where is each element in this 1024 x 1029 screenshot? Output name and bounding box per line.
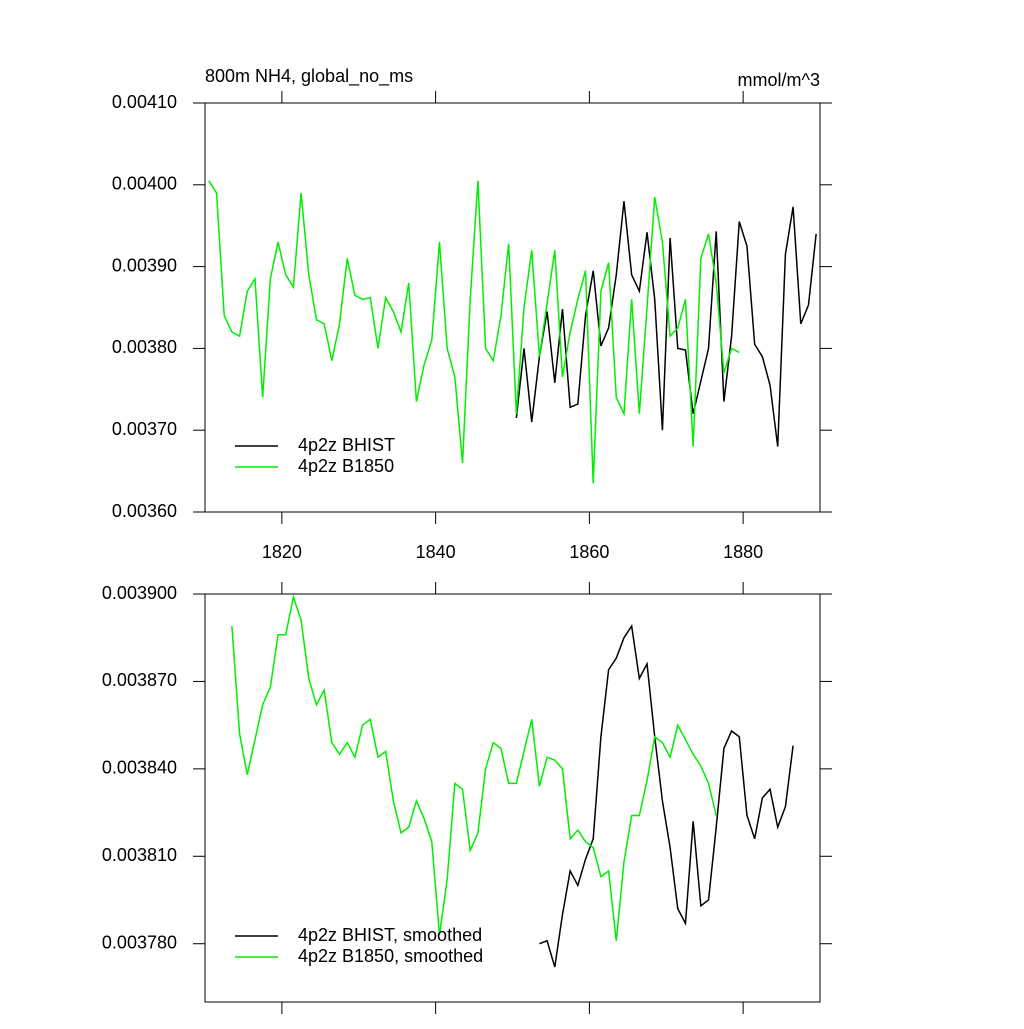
- legend-label: 4p2z BHIST, smoothed: [298, 925, 482, 945]
- x-tick-label: 1820: [262, 542, 302, 562]
- data-line: [515, 201, 817, 447]
- data-line: [208, 180, 740, 484]
- plot-frame: [204, 593, 821, 1003]
- data-line: [539, 624, 794, 968]
- legend-label: 4p2z B1850: [298, 456, 394, 476]
- x-tick-label: 1880: [723, 542, 763, 562]
- chart-title: 800m NH4, global_no_ms: [205, 66, 413, 87]
- legend-label: 4p2z BHIST: [298, 435, 395, 455]
- y-tick-label: 0.003900: [102, 583, 177, 603]
- y-tick-label: 0.00380: [112, 337, 177, 357]
- y-tick-label: 0.00370: [112, 419, 177, 439]
- y-tick-label: 0.00410: [112, 92, 177, 112]
- y-tick-label: 0.00360: [112, 501, 177, 521]
- y-tick-label: 0.00390: [112, 255, 177, 275]
- plot-frame: [204, 102, 821, 513]
- x-tick-label: 1860: [569, 542, 609, 562]
- y-tick-label: 0.003840: [102, 758, 177, 778]
- y-tick-label: 0.003870: [102, 670, 177, 690]
- legend-label: 4p2z B1850, smoothed: [298, 946, 483, 966]
- y-tick-label: 0.003810: [102, 845, 177, 865]
- data-line: [231, 593, 717, 941]
- x-tick-label: 1840: [416, 542, 456, 562]
- y-tick-label: 0.003780: [102, 932, 177, 952]
- chart-units: mmol/m^3: [738, 70, 820, 90]
- y-tick-label: 0.00400: [112, 174, 177, 194]
